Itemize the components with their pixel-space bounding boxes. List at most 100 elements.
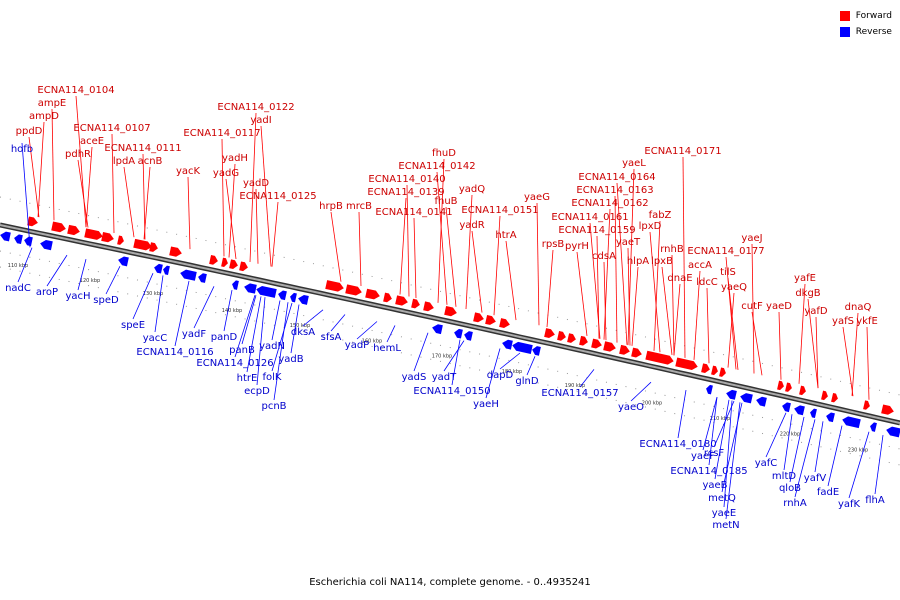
gene-label-acee[interactable]: aceE bbox=[80, 136, 104, 147]
forward-gene-arrow[interactable] bbox=[117, 235, 125, 245]
gene-label-yadq[interactable]: yadQ bbox=[459, 184, 485, 195]
reverse-gene-arrow[interactable] bbox=[825, 412, 835, 423]
gene-label-ampd[interactable]: ampD bbox=[29, 111, 59, 122]
gene-label-yach[interactable]: yacH bbox=[65, 291, 90, 302]
gene-label-yaed[interactable]: yaeD bbox=[766, 301, 792, 312]
forward-gene-arrow[interactable] bbox=[84, 228, 103, 241]
reverse-gene-arrow[interactable] bbox=[179, 269, 197, 281]
forward-gene-arrow[interactable] bbox=[863, 400, 871, 410]
gene-label-ecna114-0122[interactable]: ECNA114_0122 bbox=[217, 102, 294, 113]
gene-label-ecna114-0162[interactable]: ECNA114_0162 bbox=[571, 198, 648, 209]
gene-label-rpsb[interactable]: rpsB bbox=[542, 239, 565, 250]
gene-label-lpxd[interactable]: lpxD bbox=[639, 221, 662, 232]
forward-gene-arrow[interactable] bbox=[229, 259, 239, 269]
forward-gene-arrow[interactable] bbox=[473, 312, 485, 323]
gene-label-ecna114-0142[interactable]: ECNA114_0142 bbox=[398, 161, 475, 172]
forward-gene-arrow[interactable] bbox=[701, 363, 711, 374]
gene-label-yaeg[interactable]: yaeG bbox=[524, 192, 550, 203]
reverse-gene-arrow[interactable] bbox=[243, 282, 257, 294]
gene-label-acca[interactable]: accA bbox=[688, 260, 712, 271]
forward-gene-arrow[interactable] bbox=[383, 292, 393, 303]
gene-label-ecna114-0126[interactable]: ECNA114_0126 bbox=[196, 358, 273, 369]
gene-label-yaee[interactable]: yaeE bbox=[712, 508, 737, 519]
gene-label-hrpb[interactable]: hrpB bbox=[319, 201, 343, 212]
forward-gene-arrow[interactable] bbox=[485, 315, 497, 326]
gene-label-yaej[interactable]: yaeJ bbox=[741, 233, 762, 244]
forward-gene-arrow[interactable] bbox=[579, 335, 589, 347]
gene-label-yadr[interactable]: yadR bbox=[459, 220, 484, 231]
gene-label-pyrh[interactable]: pyrH bbox=[565, 241, 589, 252]
gene-label-yadb[interactable]: yadB bbox=[278, 354, 303, 365]
gene-label-folk[interactable]: folK bbox=[263, 372, 282, 383]
gene-label-dkgb[interactable]: dkgB bbox=[795, 288, 820, 299]
gene-label-ykfe[interactable]: ykfE bbox=[856, 316, 878, 327]
reverse-gene-arrow[interactable] bbox=[289, 292, 297, 303]
gene-label-hlpa[interactable]: hlpA bbox=[627, 256, 649, 267]
gene-label-ldcc[interactable]: ldcC bbox=[696, 277, 718, 288]
gene-label-mrcb[interactable]: mrcB bbox=[346, 201, 372, 212]
gene-label-flha[interactable]: flhA bbox=[865, 495, 885, 506]
gene-label-ampe[interactable]: ampE bbox=[38, 98, 67, 109]
gene-label-ecna114-0150[interactable]: ECNA114_0150 bbox=[413, 386, 490, 397]
gene-label-ecna114-0163[interactable]: ECNA114_0163 bbox=[576, 185, 653, 196]
gene-label-sped[interactable]: speD bbox=[93, 295, 119, 306]
gene-label-ppdd[interactable]: ppdD bbox=[16, 126, 43, 137]
gene-label-cutf[interactable]: cutF bbox=[741, 301, 763, 312]
gene-label-yadp[interactable]: yadP bbox=[345, 340, 369, 351]
gene-label-ecna114-0164[interactable]: ECNA114_0164 bbox=[578, 172, 655, 183]
reverse-gene-arrow[interactable] bbox=[431, 323, 443, 335]
gene-label-lpda[interactable]: lpdA bbox=[113, 156, 135, 167]
reverse-gene-arrow[interactable] bbox=[869, 422, 877, 432]
reverse-gene-arrow[interactable] bbox=[781, 402, 791, 413]
forward-gene-arrow[interactable] bbox=[444, 306, 458, 317]
reverse-gene-arrow[interactable] bbox=[531, 345, 541, 356]
forward-gene-arrow[interactable] bbox=[719, 367, 727, 377]
gene-label-ecna114-0159[interactable]: ECNA114_0159 bbox=[558, 225, 635, 236]
reverse-gene-arrow[interactable] bbox=[197, 272, 207, 283]
gene-label-spee[interactable]: speE bbox=[121, 320, 145, 331]
gene-label-yafv[interactable]: yafV bbox=[804, 473, 827, 484]
forward-gene-arrow[interactable] bbox=[619, 344, 631, 356]
forward-gene-arrow[interactable] bbox=[711, 365, 719, 376]
gene-label-acnb[interactable]: acnB bbox=[138, 156, 163, 167]
gene-label-pand[interactable]: panD bbox=[211, 332, 238, 343]
forward-gene-arrow[interactable] bbox=[345, 284, 363, 296]
gene-label-ecna114-0141[interactable]: ECNA114_0141 bbox=[375, 207, 452, 218]
reverse-gene-arrow[interactable] bbox=[885, 425, 900, 438]
gene-label-yafc[interactable]: yafC bbox=[755, 458, 778, 469]
reverse-gene-arrow[interactable] bbox=[501, 339, 513, 350]
gene-label-arop[interactable]: aroP bbox=[36, 287, 58, 298]
gene-label-fhud[interactable]: fhuD bbox=[432, 148, 456, 159]
gene-label-yacc[interactable]: yacC bbox=[143, 333, 168, 344]
gene-label-yads[interactable]: yadS bbox=[402, 372, 427, 383]
reverse-gene-arrow[interactable] bbox=[153, 263, 163, 274]
forward-gene-arrow[interactable] bbox=[821, 390, 829, 401]
forward-gene-arrow[interactable] bbox=[169, 246, 183, 257]
forward-gene-arrow[interactable] bbox=[411, 298, 421, 310]
gene-label-yack[interactable]: yacK bbox=[176, 166, 201, 177]
gene-label-yadt[interactable]: yadT bbox=[432, 372, 457, 383]
gene-label-nadc[interactable]: nadC bbox=[5, 283, 31, 294]
forward-gene-arrow[interactable] bbox=[645, 350, 674, 366]
reverse-gene-arrow[interactable] bbox=[755, 396, 767, 407]
gene-label-yafk[interactable]: yafK bbox=[838, 499, 861, 510]
gene-label-hofb[interactable]: hofb bbox=[11, 144, 33, 155]
reverse-gene-arrow[interactable] bbox=[705, 384, 713, 395]
gene-label-ecna114-0107[interactable]: ECNA114_0107 bbox=[73, 123, 150, 134]
forward-gene-arrow[interactable] bbox=[51, 221, 67, 234]
gene-label-tils[interactable]: tilS bbox=[720, 267, 736, 278]
gene-label-rcsf[interactable]: rcsF bbox=[704, 448, 725, 459]
gene-label-yadi[interactable]: yadI bbox=[250, 115, 271, 126]
forward-gene-arrow[interactable] bbox=[133, 238, 152, 252]
reverse-gene-arrow[interactable] bbox=[463, 330, 473, 341]
forward-gene-arrow[interactable] bbox=[785, 382, 793, 392]
gene-label-dnaq[interactable]: dnaQ bbox=[845, 302, 872, 313]
gene-label-yadf[interactable]: yadF bbox=[182, 329, 206, 340]
gene-label-ecpd[interactable]: ecpD bbox=[244, 386, 270, 397]
gene-label-ecna114-0157[interactable]: ECNA114_0157 bbox=[541, 388, 618, 399]
gene-label-yaeq[interactable]: yaeQ bbox=[721, 282, 747, 293]
reverse-gene-arrow[interactable] bbox=[725, 389, 737, 400]
forward-gene-arrow[interactable] bbox=[675, 357, 698, 371]
gene-label-metn[interactable]: metN bbox=[712, 520, 739, 531]
forward-gene-arrow[interactable] bbox=[881, 404, 895, 415]
